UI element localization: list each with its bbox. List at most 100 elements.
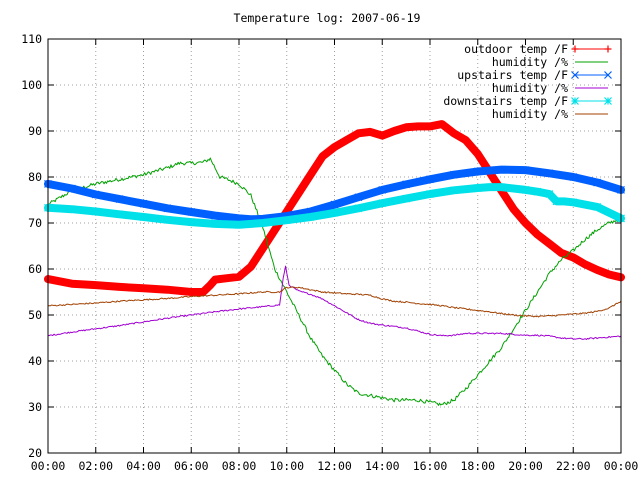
legend-entry: humidity /% (492, 55, 608, 69)
x-tick-label: 14:00 (365, 459, 400, 473)
legend-entry: humidity /% (492, 81, 608, 95)
data-point (211, 219, 220, 228)
data-point (235, 273, 243, 281)
y-tick-label: 100 (21, 78, 42, 92)
data-point (211, 276, 219, 284)
y-tick-label: 50 (28, 308, 42, 322)
x-tick-label: 00:00 (604, 459, 639, 473)
data-point (559, 197, 568, 206)
axes: 20 30 40 50 60 70 80 90 100 110 00:00 02:00 04:00 06:… (21, 32, 638, 473)
data-point (485, 183, 494, 192)
x-tick-label: 12:00 (317, 459, 352, 473)
data-point (199, 288, 207, 296)
data-point (569, 173, 578, 181)
data-point (545, 190, 554, 198)
data-point (282, 216, 291, 225)
data-point (462, 136, 470, 144)
x-tick-label: 00:00 (31, 459, 66, 473)
data-point (426, 190, 434, 198)
data-point (402, 194, 411, 203)
data-point (510, 205, 518, 213)
legend-marker (604, 71, 612, 79)
data-point (449, 186, 458, 195)
data-point (211, 211, 220, 220)
data-point (67, 205, 76, 214)
chart-title: Temperature log: 2007-06-19 (234, 11, 421, 25)
data-point (163, 204, 172, 213)
data-point (426, 122, 434, 130)
plot-frame (47, 38, 622, 454)
legend-label: humidity /% (492, 81, 568, 95)
legend-entry: outdoor temp /F (464, 42, 612, 56)
x-tick-label: 16:00 (413, 459, 448, 473)
data-point (271, 226, 279, 234)
series-2 (47, 157, 622, 406)
data-point (307, 171, 315, 179)
data-point (295, 189, 303, 197)
legend-entry: downstairs temp /F (443, 94, 612, 108)
data-point (354, 204, 363, 213)
data-point (581, 260, 589, 268)
data-point (187, 288, 195, 296)
data-point (342, 136, 350, 144)
y-tick-label: 70 (28, 216, 42, 230)
x-tick-label: 20:00 (508, 459, 543, 473)
data-point (474, 150, 482, 158)
data-point (533, 187, 542, 196)
data-point (223, 274, 231, 282)
legend-marker (571, 45, 579, 53)
data-point (92, 281, 100, 289)
data-point (354, 129, 362, 137)
legend-marker (571, 97, 579, 105)
data-point (163, 286, 171, 294)
y-tick-label: 40 (28, 354, 42, 368)
data-point (450, 129, 458, 137)
data-point (115, 210, 124, 219)
data-point (497, 165, 506, 174)
series-5 (44, 183, 625, 229)
y-tick-label: 20 (28, 446, 42, 460)
data-point (497, 183, 506, 192)
data-point (366, 128, 374, 136)
x-tick-label: 06:00 (174, 459, 209, 473)
data-point (449, 170, 458, 179)
data-point (569, 254, 577, 261)
x-tick-label: 18:00 (460, 459, 495, 473)
data-point (67, 184, 76, 193)
legend-marker (604, 97, 612, 105)
series-6 (47, 286, 622, 318)
data-point (473, 167, 482, 176)
data-point (378, 199, 387, 208)
data-point (330, 208, 339, 217)
x-tick-label: 08:00 (222, 459, 257, 473)
data-point (354, 193, 363, 202)
legend-entry: upstairs temp /F (457, 68, 612, 82)
data-point (68, 280, 76, 288)
data-point (139, 213, 148, 221)
data-point (402, 123, 410, 131)
series-line (47, 265, 622, 340)
y-tick-label: 90 (28, 124, 42, 138)
data-point (522, 219, 529, 227)
data-point (115, 195, 124, 204)
legend-label: humidity /% (492, 107, 568, 121)
data-point (140, 284, 147, 292)
legend-marker (604, 45, 612, 53)
data-point (187, 218, 196, 227)
data-point (545, 169, 554, 178)
data-point (91, 190, 100, 199)
legend-marker (571, 71, 579, 79)
data-point (473, 184, 482, 192)
data-point (319, 152, 327, 160)
x-tick-label: 10:00 (269, 459, 304, 473)
data-point (414, 122, 422, 130)
legend-label: upstairs temp /F (457, 68, 568, 82)
grid (48, 39, 621, 453)
data-point (402, 180, 411, 189)
data-point (306, 213, 315, 221)
data-point (593, 178, 602, 187)
data-point (521, 166, 530, 175)
data-point (258, 219, 267, 227)
